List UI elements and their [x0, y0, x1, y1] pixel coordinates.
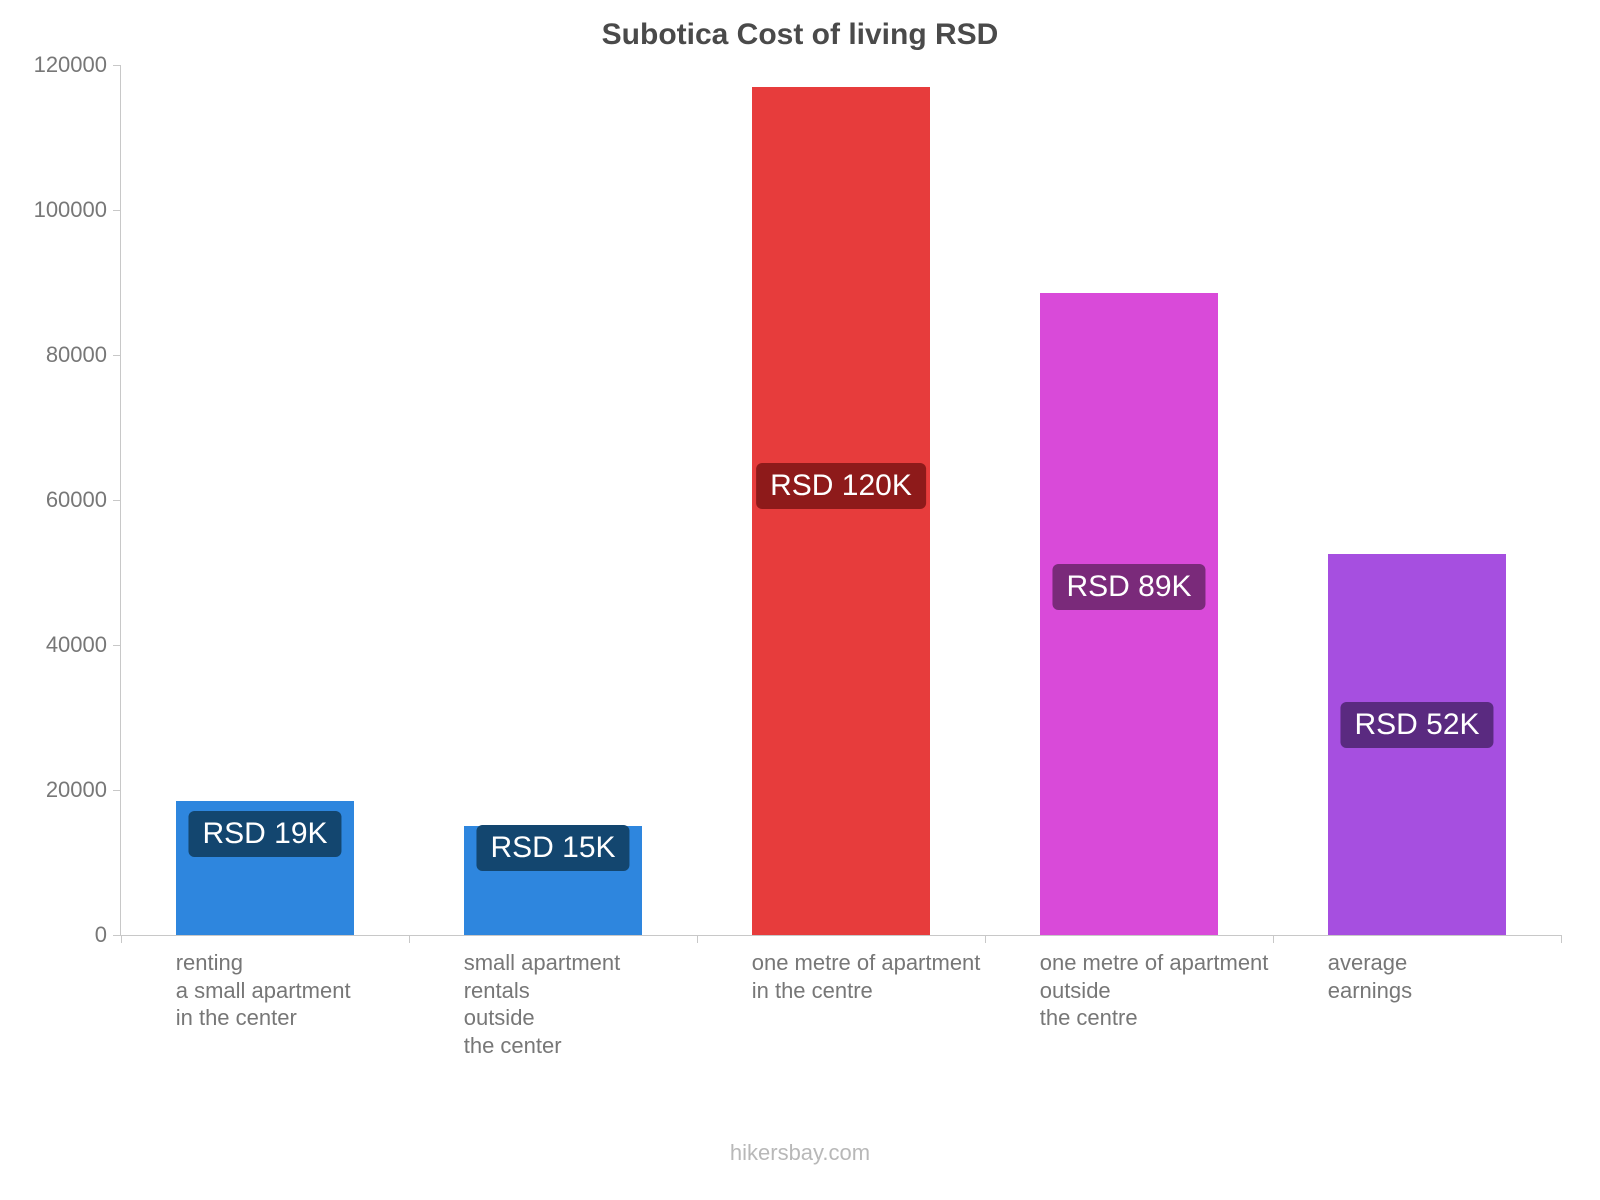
- x-category-label: average earnings: [1328, 935, 1412, 1004]
- y-tick-label: 60000: [46, 487, 121, 513]
- y-tick-mark: [113, 935, 121, 936]
- y-tick-mark: [113, 65, 121, 66]
- bar: [1040, 293, 1219, 935]
- chart-title: Subotica Cost of living RSD: [0, 18, 1600, 52]
- y-tick-mark: [113, 355, 121, 356]
- attribution-text: hikersbay.com: [0, 1140, 1600, 1166]
- y-tick-mark: [113, 500, 121, 501]
- y-tick-label: 120000: [34, 52, 121, 78]
- y-tick-label: 20000: [46, 777, 121, 803]
- x-tick-mark: [697, 935, 698, 943]
- bar-value-label: RSD 52K: [1340, 702, 1493, 748]
- y-tick-label: 100000: [34, 197, 121, 223]
- bar-value-label: RSD 15K: [476, 825, 629, 871]
- chart-container: Subotica Cost of living RSD 020000400006…: [0, 0, 1600, 1200]
- bar-value-label: RSD 89K: [1052, 564, 1205, 610]
- bar-value-label: RSD 19K: [188, 811, 341, 857]
- y-tick-mark: [113, 645, 121, 646]
- x-tick-mark: [1273, 935, 1274, 943]
- bar-value-label: RSD 120K: [756, 463, 926, 509]
- y-tick-label: 80000: [46, 342, 121, 368]
- x-tick-mark: [985, 935, 986, 943]
- x-category-label: one metre of apartment outside the centr…: [1040, 935, 1269, 1032]
- x-category-label: small apartment rentals outside the cent…: [464, 935, 621, 1059]
- x-category-label: renting a small apartment in the center: [176, 935, 351, 1032]
- x-category-label: one metre of apartment in the centre: [752, 935, 981, 1004]
- plot-area: 020000400006000080000100000120000RSD 19K…: [120, 65, 1561, 936]
- bar: [752, 87, 931, 935]
- y-tick-label: 40000: [46, 632, 121, 658]
- x-tick-mark: [121, 935, 122, 943]
- x-tick-mark: [409, 935, 410, 943]
- y-tick-mark: [113, 210, 121, 211]
- y-tick-mark: [113, 790, 121, 791]
- x-tick-mark: [1561, 935, 1562, 943]
